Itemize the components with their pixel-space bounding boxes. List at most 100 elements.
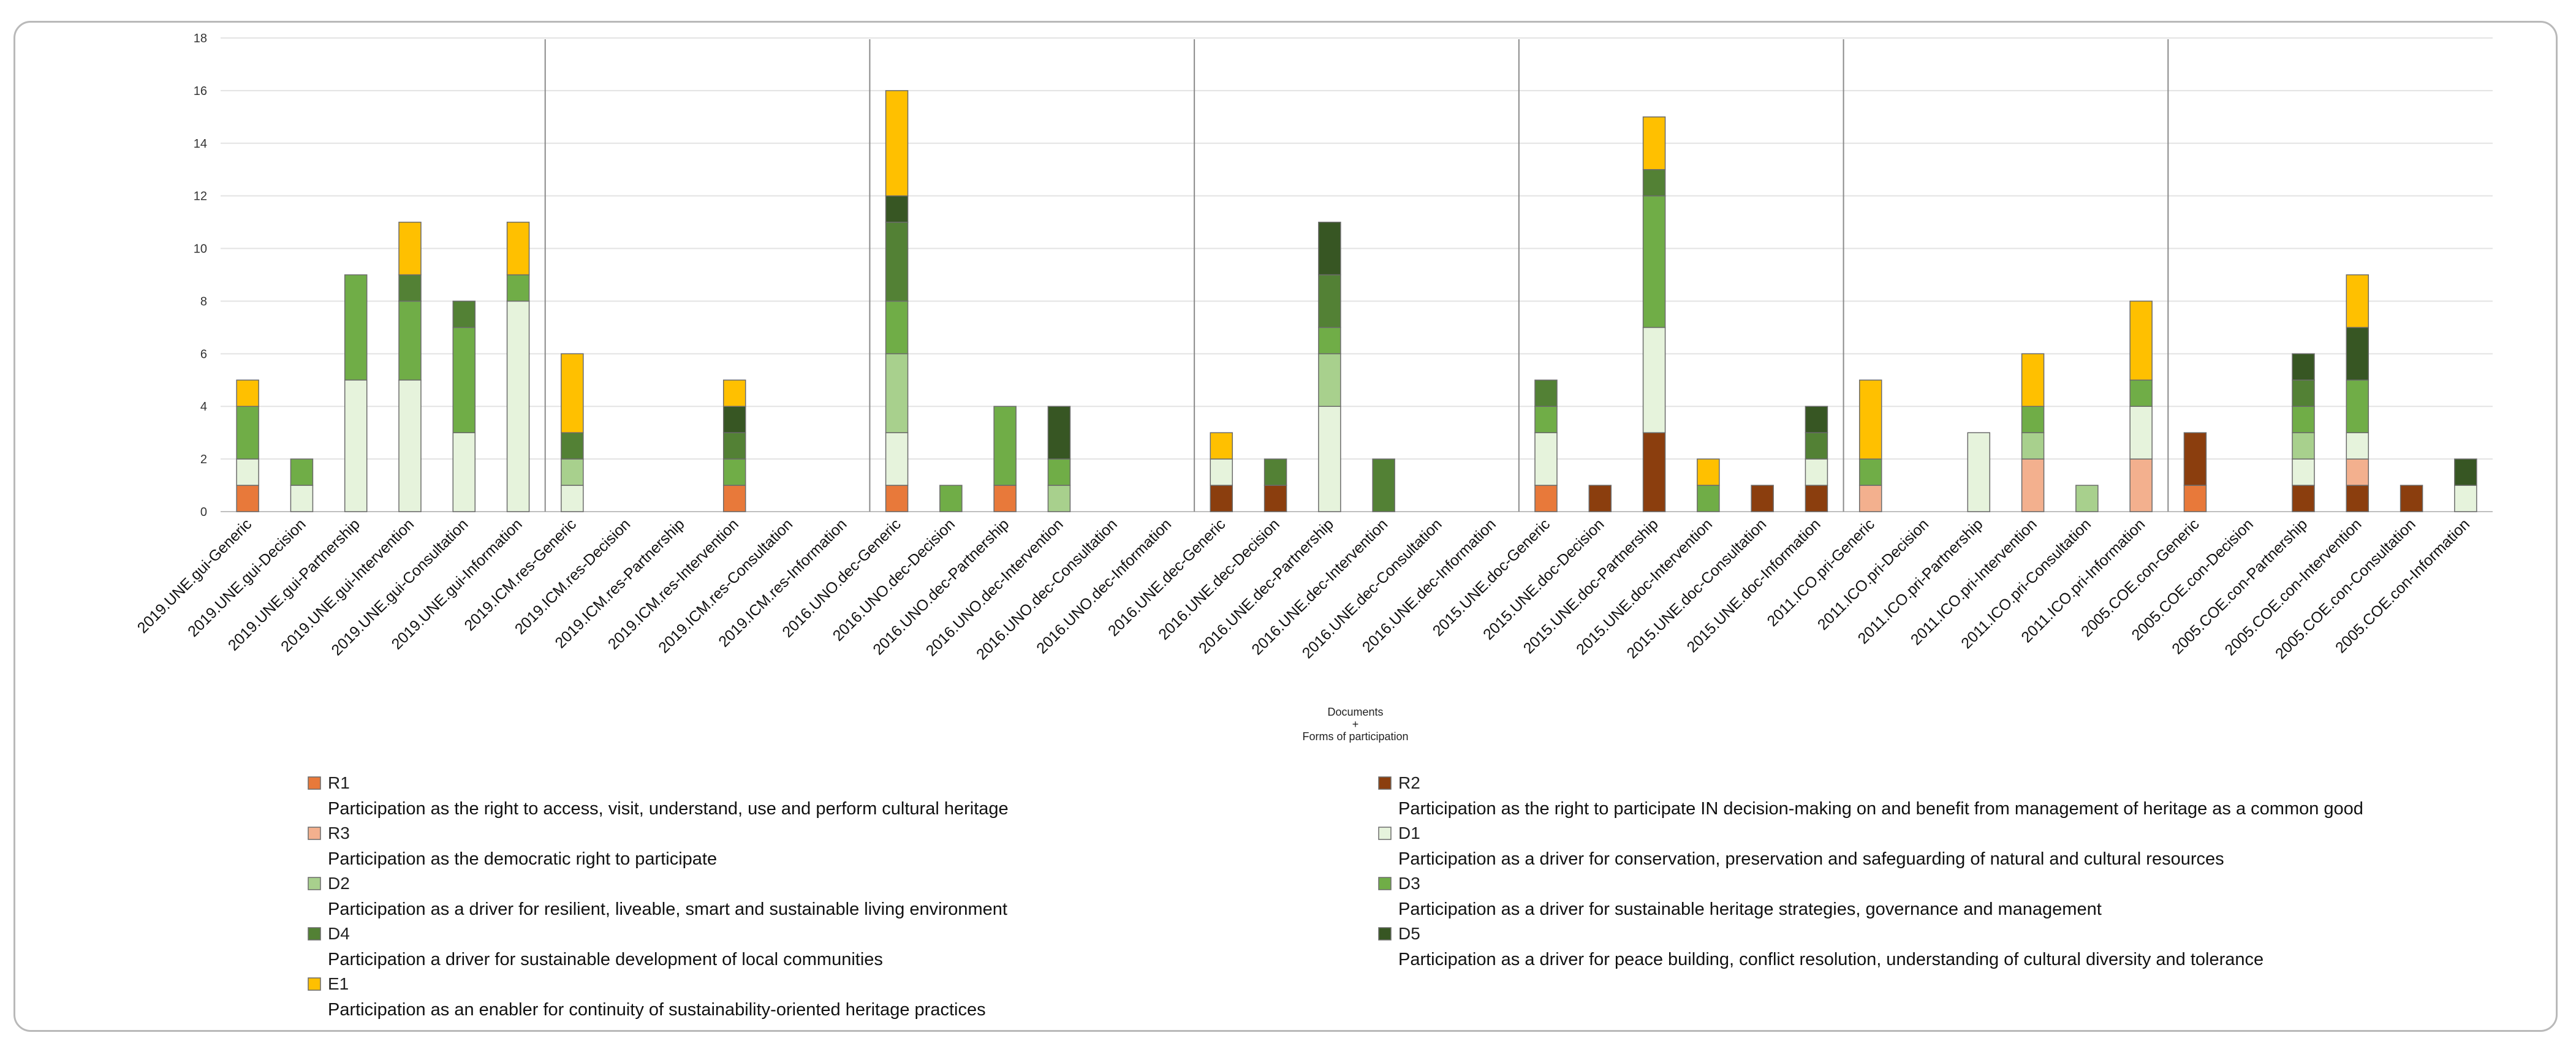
bar-segment-d3 <box>1858 458 1882 486</box>
bar-segment-d3 <box>722 458 746 486</box>
bar-segment-d1 <box>2346 432 2370 460</box>
x-axis-title: Documents+Forms of participation <box>1302 706 1408 743</box>
y-tick-label: 10 <box>194 243 207 256</box>
legend-code-d2: D2 <box>328 874 350 893</box>
y-tick-label: 16 <box>194 85 207 98</box>
bar-segment-e1 <box>722 379 746 407</box>
bar-segment-d3 <box>1318 327 1341 355</box>
bar-segment-d2 <box>1318 353 1341 407</box>
x-axis-title-line: Documents <box>1327 706 1383 718</box>
bar-segment-d1 <box>1805 458 1828 486</box>
legend-swatch-d1 <box>1378 827 1392 840</box>
bar-segment-d4 <box>1372 458 1395 512</box>
bar-segment-r2 <box>2400 485 2423 512</box>
bar-segment-d1 <box>561 485 584 512</box>
bar-segment-r1 <box>993 485 1017 512</box>
group-separators <box>544 39 2169 512</box>
bar-segment-d1 <box>2292 458 2315 486</box>
bar-segment-d1 <box>236 458 259 486</box>
bar-segment-d4 <box>1318 274 1341 328</box>
bar-segment-d4 <box>2292 379 2315 407</box>
bar-segment-d5 <box>885 195 909 223</box>
bar-segment-d3 <box>506 274 530 302</box>
legend-swatch-d3 <box>1378 877 1392 890</box>
legend-description-e1: Participation as an enabler for continui… <box>328 1000 986 1020</box>
bar-segment-r2 <box>1263 485 1287 512</box>
bar-segment-d4 <box>561 432 584 460</box>
x-tick-label: 2011.ICO.pri-Generic <box>1763 515 1877 629</box>
bar-segment-d5 <box>722 406 746 433</box>
bars <box>236 90 2477 512</box>
legend-code-d1: D1 <box>1398 824 1420 843</box>
bar-segment-d4 <box>1263 458 1287 486</box>
bar-segment-r1 <box>2183 485 2207 512</box>
bar-segment-d5 <box>1047 406 1071 460</box>
bar-segment-d3 <box>452 327 476 433</box>
bar-segment-d4 <box>722 432 746 460</box>
bar-segment-d3 <box>2292 406 2315 433</box>
bar-segment-e1 <box>1858 379 1882 460</box>
bar-segment-d4 <box>1805 432 1828 460</box>
bar-segment-d1 <box>1210 458 1233 486</box>
bar-segment-d1 <box>885 432 909 486</box>
bar-segment-d3 <box>2346 379 2370 433</box>
bar-segment-d1 <box>506 300 530 512</box>
legend: R1 Participation as the right to access, … <box>308 773 2363 1020</box>
legend-code-e1: E1 <box>328 974 349 993</box>
legend-code-d4: D4 <box>328 924 350 943</box>
bar-segment-d4 <box>398 274 422 302</box>
bar-segment-d1 <box>1967 432 1991 512</box>
bar-segment-e1 <box>506 221 530 276</box>
bar-segment-d2 <box>561 458 584 486</box>
bar-segment-e1 <box>561 353 584 433</box>
x-axis-ticks: 2019.UNE.gui-Generic2019.UNE.gui-Decisio… <box>134 515 2473 663</box>
legend-swatch-r3 <box>308 827 321 840</box>
bar-segment-e1 <box>2021 353 2045 407</box>
x-axis-title-line: + <box>1352 718 1359 730</box>
bar-segment-e1 <box>398 221 422 276</box>
y-tick-label: 14 <box>194 137 207 151</box>
y-axis-ticks: 0 2 4 6 8 10 12 14 16 18 <box>194 32 207 519</box>
legend-swatch-d4 <box>308 927 321 941</box>
bar-segment-r2 <box>1751 485 1774 512</box>
bar-segment-r1 <box>1534 485 1558 512</box>
legend-description-d2: Participation as a driver for resilient,… <box>328 899 1007 919</box>
y-tick-label: 6 <box>200 347 207 361</box>
bar-segment-d2 <box>2021 432 2045 460</box>
bar-segment-d3 <box>2021 406 2045 433</box>
bar-segment-r1 <box>885 485 909 512</box>
y-tick-label: 0 <box>200 506 207 519</box>
bar-segment-d1 <box>344 379 368 512</box>
bar-segment-d4 <box>1534 379 1558 407</box>
bar-segment-d1 <box>452 432 476 512</box>
bar-segment-r1 <box>236 485 259 512</box>
legend-code-d3: D3 <box>1398 874 1420 893</box>
bar-segment-d5 <box>2454 458 2477 486</box>
bar-segment-d1 <box>2454 485 2477 512</box>
legend-description-d1: Participation as a driver for conservati… <box>1398 849 2224 869</box>
bar-segment-d3 <box>1047 458 1071 486</box>
bar-segment-r3 <box>1858 485 1882 512</box>
legend-swatch-e1 <box>308 977 321 991</box>
legend-code-d5: D5 <box>1398 924 1420 943</box>
legend-description-r1: Participation as the right to access, vi… <box>328 799 1009 819</box>
bar-segment-d2 <box>2075 485 2099 512</box>
x-axis-title-line: Forms of participation <box>1302 730 1408 743</box>
bar-segment-e1 <box>236 379 259 407</box>
bar-segment-d3 <box>398 300 422 381</box>
bar-segment-e1 <box>2129 300 2153 381</box>
bar-segment-d5 <box>2346 327 2370 381</box>
legend-swatch-d5 <box>1378 927 1392 941</box>
bar-segment-e1 <box>1697 458 1720 486</box>
bar-segment-d5 <box>1318 221 1341 276</box>
bar-segment-d5 <box>2292 353 2315 381</box>
legend-swatch-r1 <box>308 776 321 790</box>
bar-segment-r2 <box>1588 485 1612 512</box>
legend-code-r3: R3 <box>328 824 350 843</box>
bar-segment-e1 <box>885 90 909 197</box>
bar-segment-r2 <box>1642 432 1666 512</box>
y-tick-label: 4 <box>200 400 207 414</box>
bar-segment-d3 <box>344 274 368 381</box>
bar-segment-d3 <box>290 458 314 486</box>
